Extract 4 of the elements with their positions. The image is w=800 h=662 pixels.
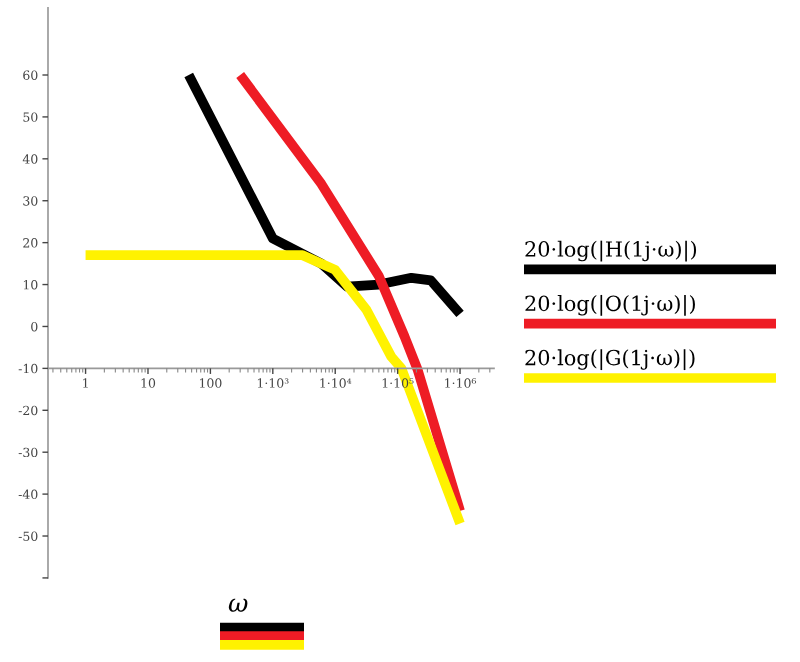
text: 20·log(|O(1j·ω)|) — [525, 294, 695, 316]
text: 20·log(|G(1j·ω)|) — [525, 349, 695, 371]
x-axis-title: ω — [228, 598, 248, 612]
text: 20·log(|H(1j·ω)|) — [525, 240, 697, 262]
